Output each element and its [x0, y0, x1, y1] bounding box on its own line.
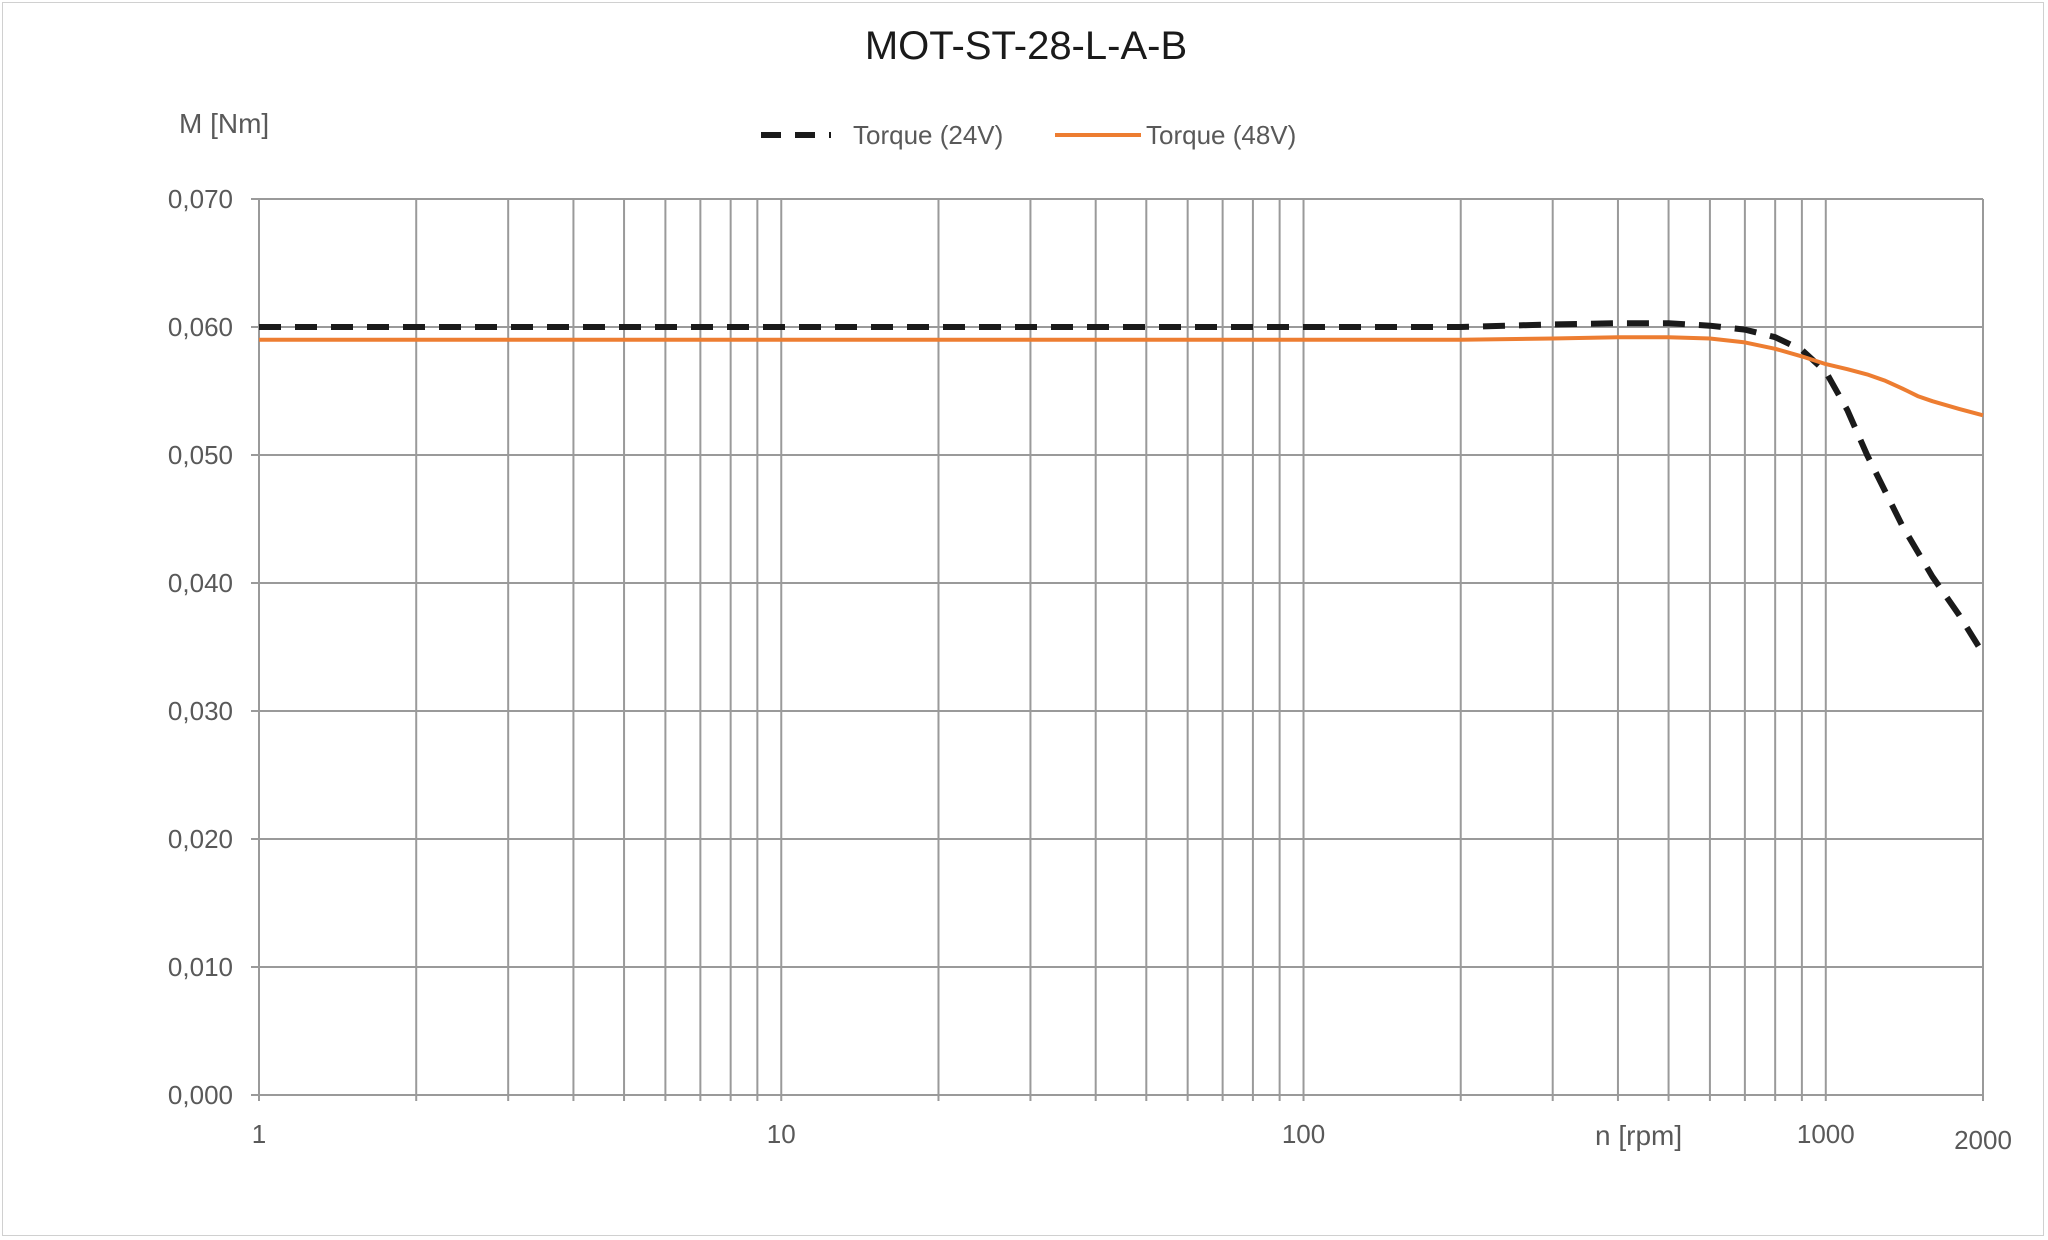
x-tick-label: 1: [252, 1119, 266, 1149]
series-line-24v: [259, 320, 1986, 655]
legend-label-24v: Torque (24V): [853, 120, 1003, 150]
series-lines: [259, 320, 1986, 655]
grid: [251, 198, 1984, 1101]
series-line-48v: [259, 335, 1984, 418]
x-tick-label: 2000: [1954, 1125, 2012, 1155]
chart-title: MOT-ST-28-L-A-B: [865, 24, 1187, 68]
y-tick-label: 0,050: [168, 440, 233, 470]
legend-label-48v: Torque (48V): [1146, 120, 1296, 150]
y-tick-label: 0,020: [168, 824, 233, 854]
y-axis-label: M [Nm]: [179, 108, 269, 139]
y-tick-label: 0,040: [168, 568, 233, 598]
y-tick-label: 0,000: [168, 1080, 233, 1110]
x-tick-label: 10: [767, 1119, 796, 1149]
y-tick-label: 0,030: [168, 696, 233, 726]
torque-chart: 0,000 0,010 0,020 0,030 0,040 0,050 0,060 0,070…: [168, 24, 2012, 1155]
x-axis-label: n [rpm]: [1595, 1120, 1682, 1151]
legend-item-48v: Torque (48V): [1055, 120, 1296, 150]
y-tick-label: 0,070: [168, 184, 233, 214]
legend-item-24v: Torque (24V): [761, 120, 1003, 150]
legend: Torque (24V) Torque (48V): [761, 120, 1296, 150]
y-tick-label: 0,060: [168, 312, 233, 342]
y-tick-label: 0,010: [168, 952, 233, 982]
x-tick-labels: 1 10 100 1000 2000: [252, 1119, 2012, 1155]
x-tick-label: 100: [1282, 1119, 1325, 1149]
y-tick-labels: 0,000 0,010 0,020 0,030 0,040 0,050 0,060 0,070: [168, 184, 233, 1110]
x-tick-label: 1000: [1797, 1119, 1855, 1149]
